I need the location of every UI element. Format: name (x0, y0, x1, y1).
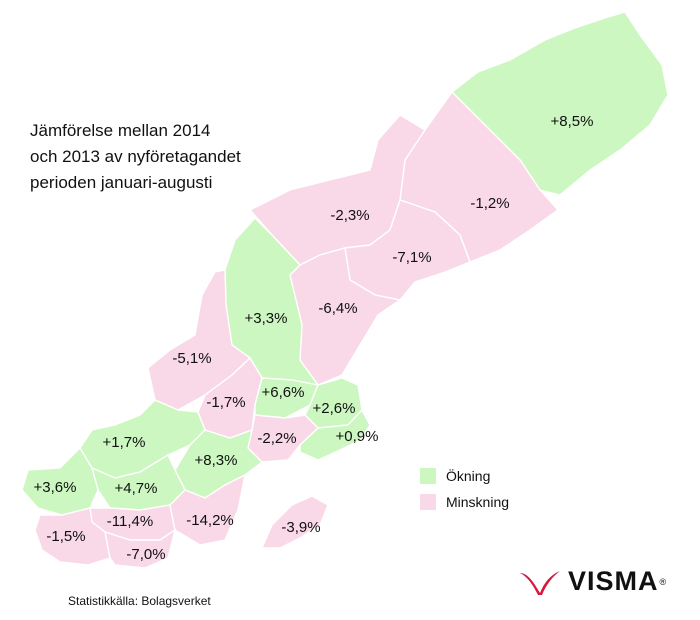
region-value-gavleborg: -6,4% (318, 300, 357, 317)
region-value-vasterbotten: -1,2% (470, 195, 509, 212)
title-line: och 2013 av nyföretagandet (30, 147, 241, 166)
logo-text: VISMA (568, 566, 659, 596)
region-value-skane: -1,5% (46, 528, 85, 545)
legend-item-increase: Ökning (420, 468, 509, 484)
legend-swatch-decrease (420, 494, 436, 510)
region-value-gotland: -3,9% (281, 519, 320, 536)
region-value-kronoberg: -11,4% (107, 513, 153, 530)
region-value-varmland: -5,1% (172, 350, 211, 367)
region-value-vasternorrland: -7,1% (392, 249, 431, 266)
region-value-jamtland: -2,3% (330, 207, 369, 224)
region-value-vastra-gotaland: +1,7% (103, 434, 146, 451)
legend-item-decrease: Minskning (420, 494, 509, 510)
region-value-jonkoping: +4,7% (115, 480, 158, 497)
region-value-kalmar: -14,2% (186, 512, 234, 529)
visma-logo: VISMA ® (518, 566, 666, 597)
region-value-orebro: -1,7% (206, 394, 245, 411)
region-value-vastmanland: +6,6% (262, 384, 305, 401)
legend-label-decrease: Minskning (446, 494, 510, 510)
region-varmland (147, 269, 252, 411)
legend-swatch-increase (420, 468, 436, 484)
region-value-norrbotten: +8,5% (551, 113, 594, 130)
region-value-sodermanland: -2,2% (257, 430, 296, 447)
region-blekinge (104, 528, 177, 569)
region-value-blekinge: -7,0% (126, 546, 165, 563)
legend: Ökning Minskning (420, 468, 509, 520)
region-gotland (260, 495, 329, 549)
region-stockholm (299, 408, 371, 461)
map-title: Jämförelse mellan 2014 och 2013 av nyför… (30, 118, 241, 196)
region-value-dalarna: +3,3% (245, 310, 288, 327)
legend-label-increase: Ökning (446, 468, 491, 484)
visma-swoosh-icon (520, 570, 560, 595)
region-value-stockholm: +0,9% (336, 428, 379, 445)
region-vastmanland (254, 377, 319, 419)
title-line: Jämförelse mellan 2014 (30, 121, 211, 140)
region-kalmar (169, 473, 246, 546)
logo-registered-mark: ® (659, 576, 667, 587)
region-value-halland: +3,6% (34, 479, 77, 496)
region-value-uppsala: +2,6% (313, 400, 356, 417)
region-value-ostergotland: +8,3% (195, 452, 238, 469)
source-note: Statistikkälla: Bolagsverket (68, 594, 211, 608)
title-line: perioden januari-augusti (30, 173, 213, 192)
region-halland (21, 446, 99, 516)
